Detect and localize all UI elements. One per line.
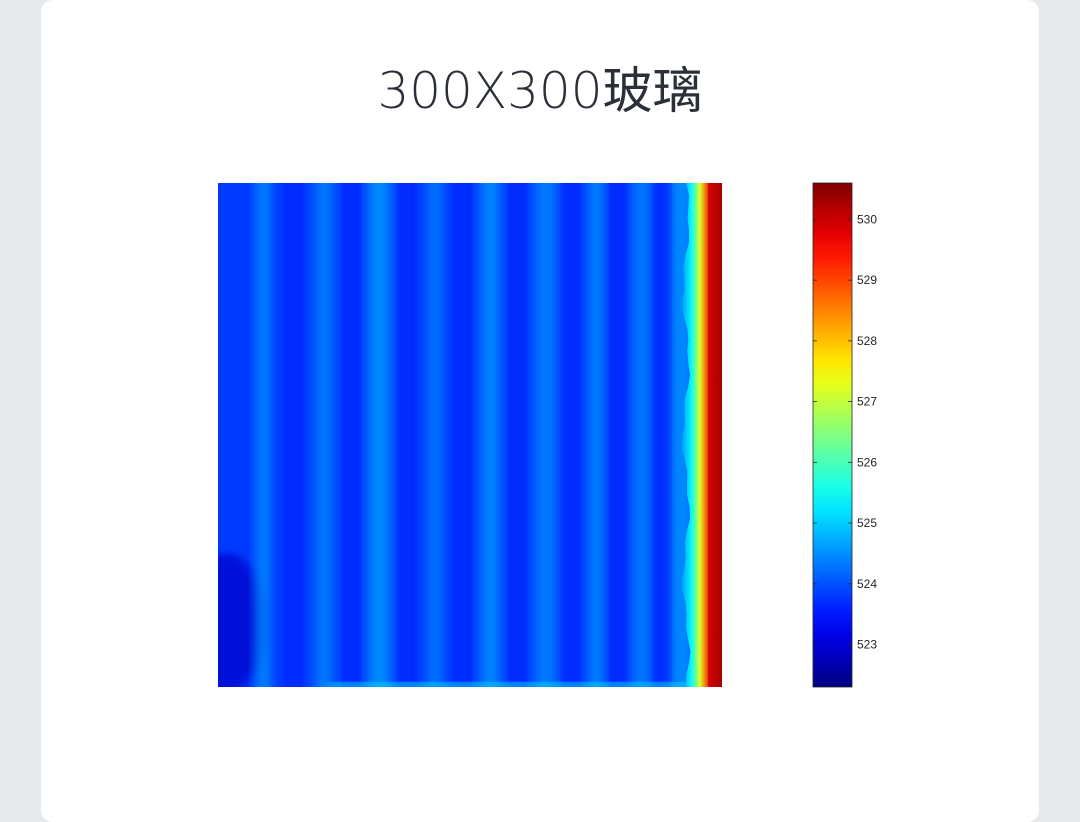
heatmap-stripe — [589, 183, 603, 687]
heatmap-trough — [512, 183, 523, 687]
heatmap-trough — [656, 183, 667, 687]
heatmap-bottom-edge — [328, 682, 708, 687]
heatmap-trough — [613, 183, 624, 687]
colorbar-tick-label: 527 — [857, 395, 877, 409]
heatmap-stripe — [256, 183, 271, 687]
heatmap-stripe — [368, 183, 391, 687]
heatmap-trough — [402, 183, 412, 687]
colorbar-tick-label: 523 — [857, 637, 877, 651]
heatmap-hot-core — [708, 183, 722, 687]
colorbar-tick-label: 530 — [857, 212, 877, 226]
heatmap-trough — [565, 183, 576, 687]
colorbar: 523 524 525 526 527 528 529 530 — [812, 182, 877, 688]
heatmap-stripe — [427, 183, 442, 687]
chart-title: 300X300玻璃 — [377, 62, 703, 120]
colorbar-tick-label: 526 — [857, 455, 877, 469]
colorbar-gradient — [812, 182, 853, 688]
heatmap-stripe — [534, 183, 557, 687]
heatmap-cold-spot — [218, 553, 266, 687]
colorbar-tick-label: 529 — [857, 273, 877, 287]
heatmap-stripe — [632, 183, 651, 687]
heatmap-plot-area — [218, 183, 722, 687]
heatmap-stripe — [314, 183, 333, 687]
colorbar-tick-label: 528 — [857, 334, 877, 348]
heatmap-trough — [457, 183, 468, 687]
colorbar-tick-label: 525 — [857, 516, 877, 530]
heatmap-stripe — [481, 183, 500, 687]
colorbar-tick-label: 524 — [857, 577, 877, 591]
heatmap-trough — [288, 183, 299, 687]
heatmap-trough — [346, 183, 357, 687]
